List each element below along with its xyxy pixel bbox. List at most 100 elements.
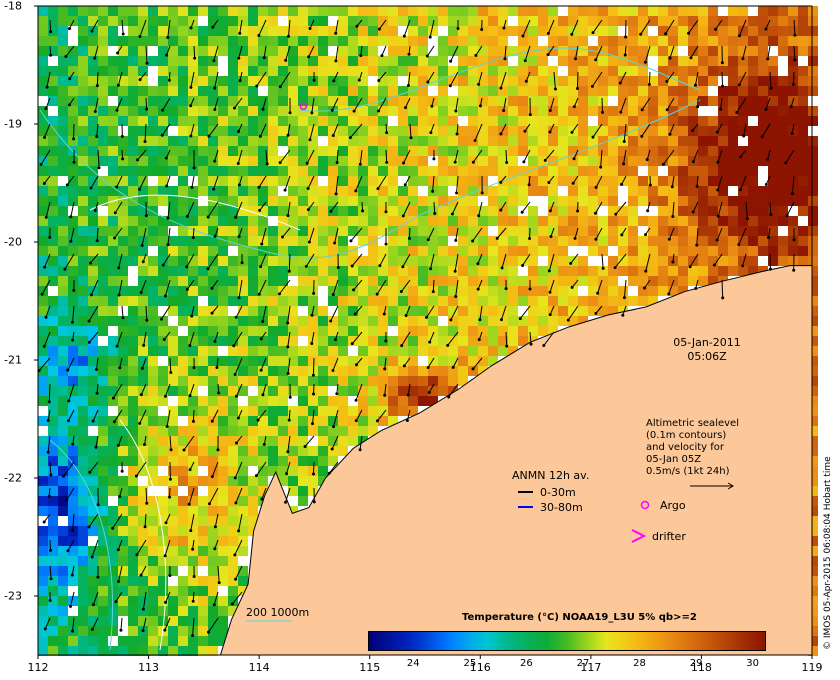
sst-cell xyxy=(128,106,138,116)
sst-cell xyxy=(58,586,68,596)
velocity-arrow-head xyxy=(233,373,237,377)
sst-cell xyxy=(478,346,488,356)
velocity-arrow-head xyxy=(141,629,145,633)
sst-cell xyxy=(58,56,68,66)
sst-cell xyxy=(238,266,248,276)
sst-cell xyxy=(208,96,218,106)
velocity-arrow xyxy=(166,175,171,187)
velocity-arrow-head xyxy=(310,111,314,115)
velocity-arrow-head xyxy=(378,264,382,268)
sst-cell xyxy=(648,256,658,266)
velocity-arrow xyxy=(456,175,459,194)
sst-cell xyxy=(338,306,348,316)
sst-cell xyxy=(498,166,508,176)
velocity-arrow-head xyxy=(764,27,768,31)
velocity-arrow xyxy=(238,45,243,59)
sst-cell xyxy=(628,16,638,26)
sst-cell xyxy=(68,196,78,206)
velocity-arrow xyxy=(328,461,339,474)
sst-cell xyxy=(638,166,648,176)
sst-cell xyxy=(168,636,178,646)
sst-cell xyxy=(598,36,608,46)
sst-cell xyxy=(618,36,628,46)
sst-cell xyxy=(448,306,458,316)
sst-cell xyxy=(278,6,288,16)
sst-cell xyxy=(118,596,128,606)
sst-cell xyxy=(78,266,88,276)
sst-cell xyxy=(148,586,158,596)
sst-cell xyxy=(338,186,348,196)
sst-cell xyxy=(38,356,48,366)
velocity-arrow xyxy=(475,45,483,56)
sst-cell xyxy=(488,136,498,146)
sst-cell xyxy=(98,186,108,196)
sst-cell xyxy=(248,216,258,226)
velocity-arrow xyxy=(214,97,219,110)
sst-cell xyxy=(338,236,348,246)
velocity-arrow-head xyxy=(471,239,475,243)
sst-cell xyxy=(798,76,808,86)
velocity-arrow-head xyxy=(383,367,387,371)
velocity-arrow-head xyxy=(384,242,388,246)
sst-cell xyxy=(578,16,588,26)
velocity-arrow-head xyxy=(409,136,413,140)
velocity-arrow-head xyxy=(661,162,665,166)
sst-cell xyxy=(118,456,128,466)
sst-cell xyxy=(528,316,538,326)
sst-cell xyxy=(78,166,88,176)
sst-cell xyxy=(88,596,98,606)
sst-cell xyxy=(228,186,238,196)
sst-cell xyxy=(248,146,258,156)
sst-cell xyxy=(368,156,378,166)
sst-cell xyxy=(798,136,808,146)
sst-cell xyxy=(488,176,498,186)
sst-cell xyxy=(138,576,148,586)
sst-cell xyxy=(228,336,238,346)
sst-cell xyxy=(118,536,128,546)
velocity-arrow xyxy=(49,461,52,476)
sst-cell xyxy=(728,196,738,206)
sst-cell xyxy=(128,526,138,536)
sst-cell xyxy=(188,336,198,346)
sst-cell xyxy=(138,146,148,156)
sst-cell xyxy=(408,86,418,96)
sst-cell xyxy=(778,216,788,226)
sst-cell xyxy=(548,106,558,116)
velocity-arrow-head xyxy=(449,59,453,63)
sst-cell xyxy=(308,276,318,286)
sst-cell xyxy=(338,46,348,56)
velocity-arrow xyxy=(113,409,123,423)
velocity-arrow xyxy=(262,383,267,395)
sst-cell xyxy=(198,546,208,556)
sst-cell xyxy=(178,206,188,216)
sst-cell xyxy=(168,146,178,156)
sst-cell xyxy=(578,56,588,66)
velocity-arrow-head xyxy=(71,528,75,532)
sst-cell xyxy=(448,36,458,46)
sst-cell xyxy=(128,96,138,106)
velocity-arrow-head xyxy=(168,477,172,481)
sst-cell xyxy=(228,196,238,206)
velocity-arrow xyxy=(207,253,219,270)
sst-cell xyxy=(398,406,408,416)
sst-cell xyxy=(38,106,48,116)
sst-cell xyxy=(188,76,198,86)
sst-cell xyxy=(608,36,618,46)
velocity-arrow-head xyxy=(43,265,47,269)
sst-cell xyxy=(478,16,488,26)
sst-cell xyxy=(288,56,298,66)
sst-cell xyxy=(728,76,738,86)
sst-cell xyxy=(298,466,308,476)
sst-cell xyxy=(498,286,508,296)
sst-cell xyxy=(808,456,818,466)
sst-cell xyxy=(178,556,188,566)
sst-cell xyxy=(188,356,198,366)
sst-cell xyxy=(208,406,218,416)
velocity-arrow-head xyxy=(688,265,692,269)
sst-cell xyxy=(558,276,568,286)
sst-cell xyxy=(508,66,518,76)
sst-cell xyxy=(528,276,538,286)
sst-cell xyxy=(108,536,118,546)
sst-cell xyxy=(498,96,508,106)
sst-cell xyxy=(328,166,338,176)
